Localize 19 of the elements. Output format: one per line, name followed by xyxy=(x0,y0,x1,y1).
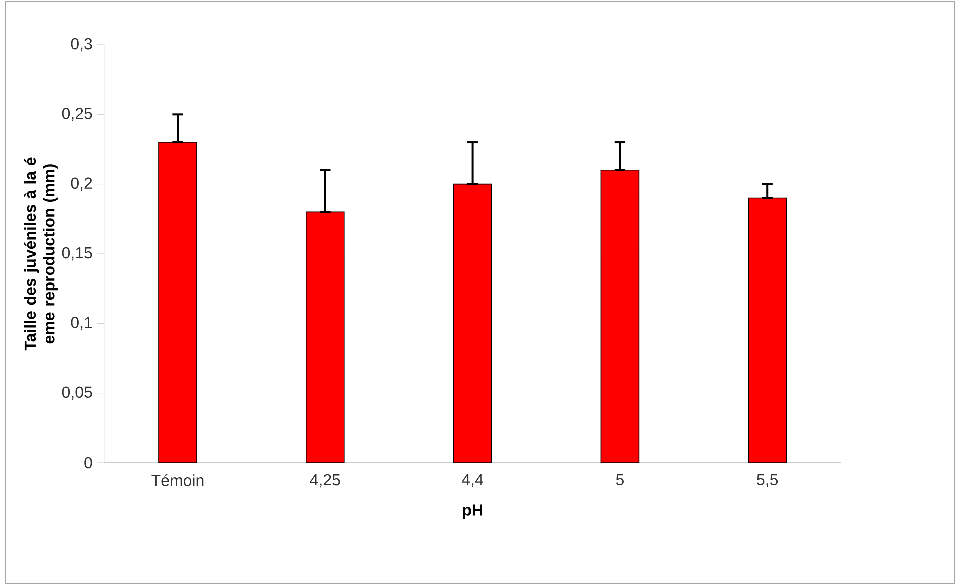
y-tick-label: 0,1 xyxy=(71,317,92,330)
y-tick-label: 0,05 xyxy=(62,386,92,400)
bar xyxy=(748,198,788,463)
y-tick-label: 0,15 xyxy=(62,247,92,261)
bar xyxy=(600,170,640,463)
x-tick-label: 4,25 xyxy=(310,474,340,488)
y-tick-label: 0,25 xyxy=(62,108,92,122)
x-axis-title: pH xyxy=(463,504,482,520)
y-tick-label: 0 xyxy=(84,457,92,469)
bar xyxy=(306,212,345,463)
x-tick-label: 5 xyxy=(616,474,624,486)
bar xyxy=(158,142,198,463)
y-axis-title: Taille des juvéniles à la é eme reproduction (mm) xyxy=(24,158,58,351)
y-tick-label: 0,2 xyxy=(71,178,92,191)
y-tick-label: 0,3 xyxy=(71,38,92,52)
x-tick-label: 5,5 xyxy=(757,474,778,488)
x-tick-label: Témoin xyxy=(152,474,204,486)
x-tick-label: 4,4 xyxy=(462,474,484,488)
bar xyxy=(453,184,492,463)
